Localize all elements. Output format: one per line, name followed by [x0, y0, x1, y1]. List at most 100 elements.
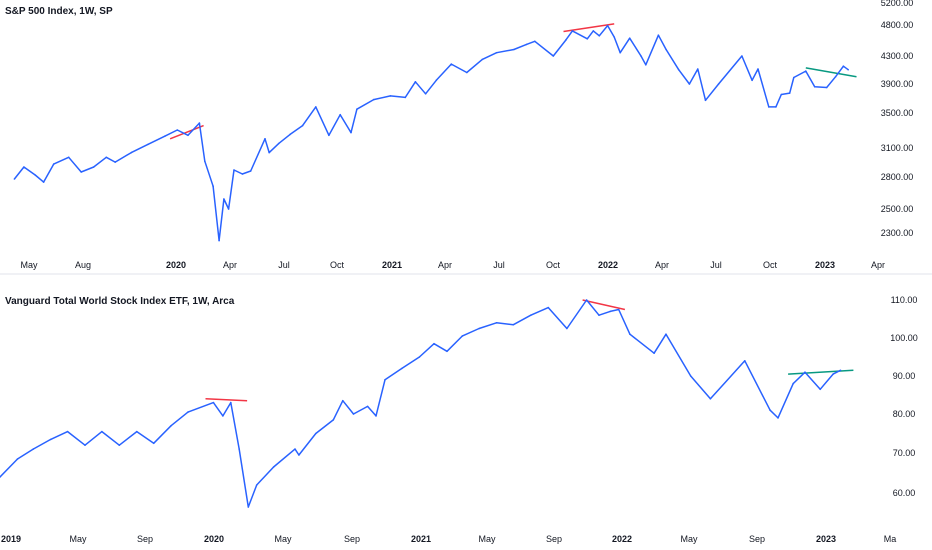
data-point	[657, 34, 660, 36]
data-point	[164, 135, 166, 137]
y-tick-label: 2800.00	[881, 172, 914, 182]
data-point	[450, 63, 453, 65]
data-point	[592, 30, 595, 32]
x-tick-label: Apr	[871, 260, 885, 270]
x-tick-label: Apr	[223, 260, 237, 270]
y-tick-label: 2300.00	[881, 228, 914, 238]
x-tick-label: Jul	[278, 260, 290, 270]
x-tick-label: Apr	[438, 260, 452, 270]
data-point	[294, 448, 296, 450]
x-tick-label: Aug	[75, 260, 91, 270]
data-point	[780, 93, 783, 96]
data-point	[585, 299, 588, 301]
x-tick-label: 2022	[598, 260, 618, 270]
data-point	[788, 92, 791, 94]
data-point	[298, 454, 300, 456]
data-point	[552, 55, 555, 57]
data-point	[461, 335, 464, 337]
sp500-series	[13, 24, 849, 242]
x-tick-label: Apr	[655, 260, 669, 270]
data-point	[609, 310, 611, 313]
data-point	[0, 476, 1, 478]
data-point	[565, 39, 567, 41]
x-tick-label: 2021	[382, 260, 402, 270]
data-point	[613, 36, 615, 38]
data-point	[792, 382, 794, 385]
data-point	[424, 93, 427, 95]
data-point	[414, 81, 417, 83]
data-point	[697, 68, 699, 70]
price-line	[13, 24, 849, 242]
data-point	[689, 375, 692, 377]
vt-series	[0, 299, 842, 508]
data-point	[176, 129, 179, 131]
data-point	[775, 106, 777, 108]
data-point	[446, 350, 448, 353]
data-point	[105, 156, 108, 159]
data-point	[227, 208, 230, 210]
data-point	[628, 37, 631, 39]
data-point	[805, 70, 807, 72]
data-point	[751, 79, 753, 82]
x-tick-label: Jul	[710, 260, 722, 270]
y-tick-label: 70.00	[893, 448, 916, 458]
data-point	[757, 68, 759, 70]
data-point	[52, 163, 55, 165]
data-point	[332, 419, 335, 421]
x-tick-label: May	[20, 260, 38, 270]
sp500-y-axis: 2300.00 2500.00 2800.00 3100.00 3500.00 3900.…	[881, 0, 914, 238]
data-point	[512, 323, 515, 326]
x-tick-label: 2020	[166, 260, 186, 270]
data-point	[847, 68, 849, 71]
data-point	[834, 75, 837, 78]
data-point	[187, 411, 189, 413]
data-point	[375, 415, 377, 417]
vt-title: Vanguard Total World Stock Index ETF, 1W…	[5, 296, 235, 307]
data-point	[825, 86, 828, 89]
data-point	[665, 48, 667, 51]
x-tick-label: 2021	[411, 534, 431, 544]
data-point	[152, 442, 155, 445]
x-tick-label: Sep	[749, 534, 765, 544]
data-point	[598, 35, 601, 37]
data-point	[230, 401, 232, 404]
data-point	[640, 55, 642, 57]
data-point	[709, 398, 712, 400]
trendline-1	[169, 124, 204, 140]
y-tick-label: 60.00	[893, 488, 916, 498]
data-point	[101, 430, 103, 433]
trendline-3	[805, 67, 857, 78]
y-tick-label: 5200.00	[881, 0, 914, 8]
x-tick-label: Jul	[493, 260, 505, 270]
data-point	[598, 314, 600, 317]
data-point	[328, 134, 330, 137]
data-point	[819, 388, 821, 391]
data-point	[356, 108, 358, 110]
x-tick-label: Sep	[546, 534, 562, 544]
x-tick-label: 2022	[612, 534, 632, 544]
data-point	[350, 131, 352, 134]
data-point	[525, 43, 528, 46]
data-point	[571, 30, 574, 32]
data-point	[478, 327, 480, 330]
data-point	[118, 444, 121, 447]
data-point	[513, 48, 515, 51]
data-point	[233, 169, 235, 171]
y-tick-label: 4300.00	[881, 51, 914, 61]
data-point	[384, 379, 386, 381]
data-point	[84, 444, 86, 447]
data-point	[204, 160, 206, 162]
data-point	[136, 430, 138, 433]
y-tick-label: 90.00	[893, 371, 916, 381]
data-point	[645, 64, 647, 66]
data-point	[352, 413, 355, 415]
data-point	[13, 178, 16, 180]
data-point	[342, 399, 344, 402]
x-tick-label: May	[680, 534, 698, 544]
data-point	[717, 83, 720, 85]
data-point	[49, 438, 52, 441]
x-tick-label: May	[478, 534, 496, 544]
trendline-2	[582, 299, 626, 311]
data-point	[832, 373, 834, 375]
data-point	[187, 134, 189, 137]
